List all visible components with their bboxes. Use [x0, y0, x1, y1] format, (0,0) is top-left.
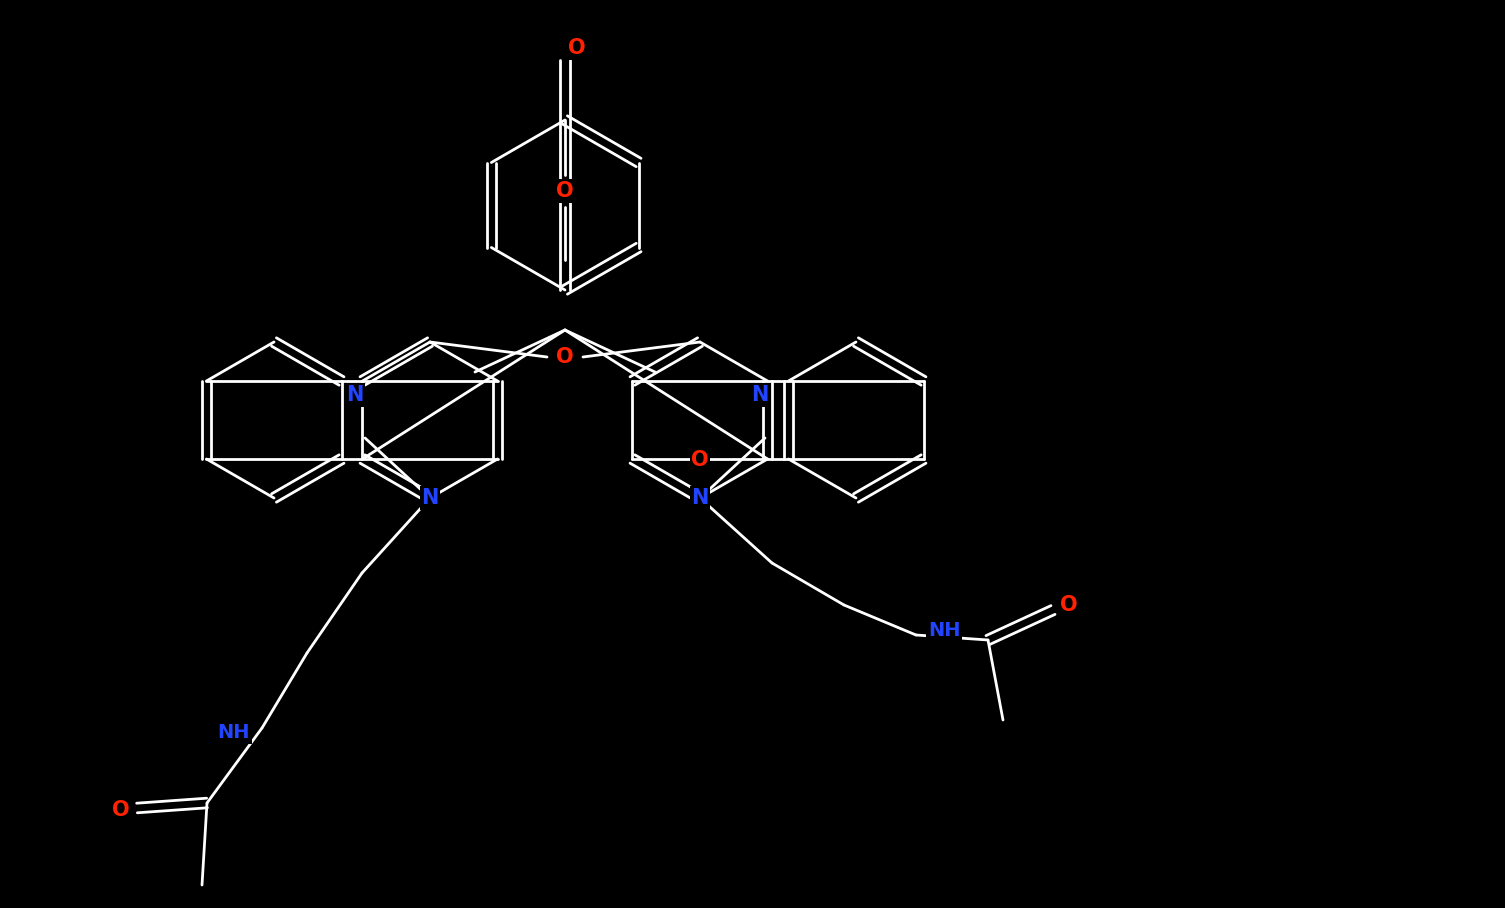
Text: N: N — [691, 488, 709, 508]
Text: O: O — [557, 181, 573, 201]
Text: N: N — [346, 385, 364, 405]
Text: O: O — [557, 347, 573, 367]
Text: NH: NH — [218, 724, 250, 743]
Text: O: O — [113, 800, 129, 820]
Text: O: O — [1060, 595, 1078, 615]
Text: N: N — [751, 385, 769, 405]
Text: N: N — [421, 488, 438, 508]
Text: O: O — [691, 450, 709, 470]
Text: O: O — [569, 38, 585, 58]
Text: NH: NH — [929, 620, 960, 639]
